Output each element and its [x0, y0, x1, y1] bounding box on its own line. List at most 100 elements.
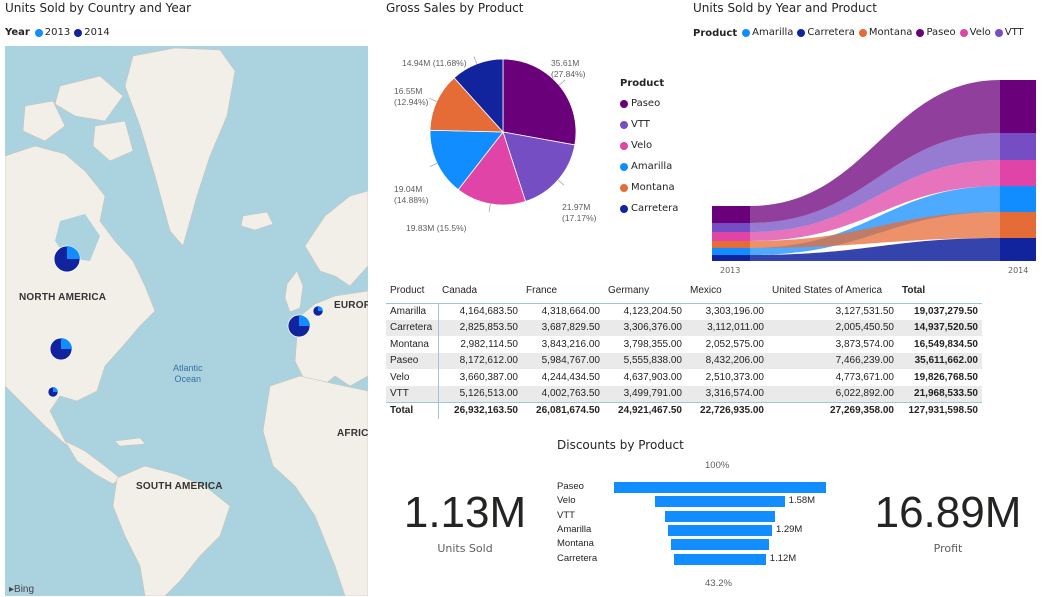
- pie-chart[interactable]: 35.61M(27.84%) 21.97M(17.17%) 19.83M (15.5…: [386, 50, 618, 240]
- ribbon-legend-item-montana[interactable]: Montana: [858, 27, 912, 38]
- pie-leader-line: [473, 56, 478, 64]
- pie-title: Gross Sales by Product: [386, 1, 524, 15]
- ribbon-legend-item-carretera[interactable]: Carretera: [797, 27, 855, 38]
- map-pie-mexico[interactable]: [47, 386, 59, 398]
- legend-label: 2013: [44, 27, 71, 38]
- legend-dot-icon: [620, 183, 628, 192]
- pie-data-label: 19.04M: [394, 184, 422, 194]
- col-header-mexico[interactable]: Mexico: [686, 279, 768, 304]
- table-row[interactable]: Carretera 2,825,853.50 3,687,829.50 3,306,3…: [386, 319, 982, 336]
- legend-label: VTT: [631, 119, 650, 130]
- map-pie-usa[interactable]: [49, 337, 73, 361]
- table-cell-canada: 3,660,387.00: [459, 371, 518, 383]
- table-row[interactable]: Montana 2,982,114.50 3,843,216.00 3,798,355…: [386, 336, 982, 353]
- bing-text: Bing: [14, 584, 35, 595]
- table-row[interactable]: Amarilla 4,164,683.50 4,318,664.00 4,123,20…: [386, 303, 982, 320]
- profit-label: Profit: [933, 542, 963, 555]
- legend-dot-icon: [34, 28, 43, 37]
- pie-leader-line: [488, 203, 491, 212]
- table-cell-mexico: 2,052,575.00: [705, 338, 764, 350]
- map-pie-germany[interactable]: [312, 305, 324, 317]
- pie-leader-line: [557, 179, 565, 186]
- table-cell-germany: 4,123,204.50: [623, 306, 682, 317]
- table-cell-usa: 4,773,671.00: [835, 371, 894, 383]
- pie-leader-line: [429, 162, 438, 168]
- pie-slice-paseo[interactable]: [502, 58, 577, 146]
- legend-dot-icon: [620, 162, 628, 171]
- funnel-bar-paseo[interactable]: [614, 482, 826, 493]
- col-header-usa[interactable]: United States of America: [768, 279, 898, 304]
- row-header-product: Velo: [386, 369, 439, 386]
- pie-legend-item-amarilla[interactable]: Amarilla: [620, 156, 678, 177]
- map-label-ocean: Atlantic Ocean: [173, 363, 203, 385]
- ribbon-legend-item-paseo[interactable]: Paseo: [916, 27, 956, 38]
- pie-legend-item-paseo[interactable]: Paseo: [620, 93, 678, 114]
- pie-data-label-pct: (27.84%): [551, 69, 586, 79]
- table-cell-total: 21,968,533.50: [898, 385, 982, 402]
- legend-label: Velo: [631, 140, 653, 151]
- map-label-europe: EUROP: [334, 300, 368, 311]
- pie-leader-line: [558, 79, 566, 86]
- col-header-germany[interactable]: Germany: [604, 279, 686, 304]
- table-cell-usa: 7,466,239.00: [768, 352, 898, 369]
- legend-label: VTT: [1004, 27, 1024, 38]
- pie-slice-vtt[interactable]: [502, 131, 576, 202]
- ocean-line-1: Atlantic: [173, 363, 203, 373]
- table-row[interactable]: Velo 3,660,387.00 4,244,434.50 4,637,903.00…: [386, 369, 982, 386]
- table-total-cell-mexico: 22,726,935.00: [686, 401, 768, 419]
- table-header-row: Product Canada France Germany Mexico Uni…: [386, 279, 982, 304]
- ribbon-legend: Product Amarilla Carretera Montana Paseo Vel…: [693, 27, 1028, 40]
- funnel-bar-velo[interactable]: [655, 496, 785, 508]
- funnel-value-label: 1.29M: [775, 523, 803, 535]
- legend-dot-icon: [959, 28, 968, 37]
- table-cell-total: 16,549,834.50: [914, 338, 978, 350]
- funnel-bar-vtt[interactable]: [664, 510, 776, 522]
- sales-matrix-table[interactable]: Product Canada France Germany Mexico Uni…: [386, 279, 982, 419]
- pie-legend-item-montana[interactable]: Montana: [620, 177, 678, 198]
- pie-slice-amarilla[interactable]: [429, 129, 504, 191]
- col-header-total[interactable]: Total: [898, 279, 982, 304]
- funnel-bar-carretera[interactable]: [674, 553, 766, 565]
- funnel-chart[interactable]: 100% Paseo Velo 1.58M VTT Amarilla 1.29M Monta…: [555, 458, 885, 594]
- pie-legend-item-carretera[interactable]: Carretera: [620, 198, 678, 219]
- col-header-product[interactable]: Product: [386, 279, 438, 304]
- legend-dot-icon: [994, 28, 1003, 37]
- pie-slice-carretera[interactable]: [453, 58, 504, 134]
- units-sold-value: 1.13M: [403, 488, 527, 537]
- ribbon-legend-item-amarilla[interactable]: Amarilla: [742, 27, 793, 38]
- map-label-south-america: SOUTH AMERICA: [136, 481, 223, 492]
- row-header-product: Montana: [386, 336, 439, 353]
- table-row[interactable]: Paseo 8,172,612.00 5,984,767.00 5,555,838.0…: [386, 352, 982, 369]
- legend-item-2014[interactable]: 2014: [74, 27, 110, 38]
- map-title: Units Sold by Country and Year: [5, 1, 192, 15]
- ribbon-legend-title: Product: [693, 27, 738, 39]
- legend-dot-icon: [620, 120, 628, 129]
- table-cell-canada: 2,825,853.50: [438, 319, 522, 336]
- ribbon-legend-item-vtt[interactable]: VTT: [994, 27, 1024, 38]
- map-label-north-america: NORTH AMERICA: [19, 292, 107, 303]
- map-pie-canada[interactable]: [53, 245, 81, 273]
- table-cell-germany: 3,499,791.00: [604, 385, 686, 402]
- table-cell-france: 3,843,216.00: [541, 338, 600, 350]
- map-pie-france[interactable]: [287, 314, 311, 338]
- funnel-bar-montana[interactable]: [671, 539, 769, 551]
- table-cell-france: 4,244,434.50: [541, 371, 600, 383]
- ribbon-chart[interactable]: [708, 78, 1038, 283]
- funnel-top-pct: 100%: [705, 460, 730, 471]
- table-cell-canada: 8,172,612.00: [438, 352, 522, 369]
- pie-legend-item-velo[interactable]: Velo: [620, 135, 678, 156]
- table-cell-canada: 5,126,513.00: [438, 385, 522, 402]
- map-canvas[interactable]: NORTH AMERICA SOUTH AMERICA EUROP AFRIC …: [5, 46, 368, 596]
- table-row[interactable]: VTT 5,126,513.00 4,002,763.50 3,499,791.00 3…: [386, 385, 982, 402]
- table-total-cell-usa: 27,269,358.00: [768, 401, 898, 419]
- col-header-france[interactable]: France: [522, 279, 604, 304]
- col-header-canada[interactable]: Canada: [438, 279, 522, 304]
- legend-dot-icon: [620, 204, 628, 213]
- pie-slice-montana[interactable]: [429, 77, 504, 133]
- funnel-bar-amarilla[interactable]: [668, 524, 772, 536]
- pie-legend-item-vtt[interactable]: VTT: [620, 114, 678, 135]
- ribbon-legend-item-velo[interactable]: Velo: [959, 27, 991, 38]
- pie-leader-line: [429, 97, 437, 102]
- legend-item-2013[interactable]: 2013: [34, 27, 71, 38]
- pie-slice-velo[interactable]: [457, 131, 527, 206]
